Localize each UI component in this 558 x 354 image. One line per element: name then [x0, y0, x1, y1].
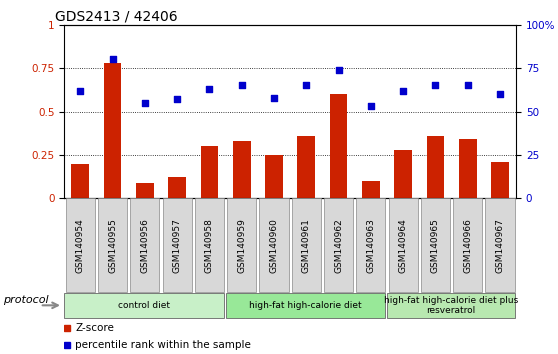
- Text: GSM140961: GSM140961: [302, 218, 311, 273]
- Bar: [71, 164, 89, 198]
- Bar: [233, 141, 251, 198]
- FancyBboxPatch shape: [388, 198, 418, 292]
- FancyBboxPatch shape: [225, 292, 386, 318]
- Point: [367, 103, 376, 109]
- Bar: [362, 181, 380, 198]
- FancyBboxPatch shape: [195, 198, 224, 292]
- FancyBboxPatch shape: [387, 292, 514, 318]
- Point: [108, 57, 117, 62]
- Point: [496, 91, 504, 97]
- Point: [334, 67, 343, 73]
- Text: control diet: control diet: [118, 301, 170, 310]
- Point: [172, 97, 181, 102]
- Point: [141, 100, 150, 106]
- Text: GSM140957: GSM140957: [172, 218, 182, 273]
- Text: GSM140954: GSM140954: [76, 218, 85, 273]
- FancyBboxPatch shape: [98, 198, 127, 292]
- Bar: [491, 162, 509, 198]
- FancyBboxPatch shape: [227, 198, 256, 292]
- Bar: [136, 183, 154, 198]
- Point: [302, 82, 311, 88]
- Bar: [200, 146, 218, 198]
- Bar: [459, 139, 477, 198]
- Text: GSM140955: GSM140955: [108, 218, 117, 273]
- Text: GSM140963: GSM140963: [367, 218, 376, 273]
- Text: GSM140959: GSM140959: [237, 218, 246, 273]
- Bar: [297, 136, 315, 198]
- Text: protocol: protocol: [3, 295, 49, 305]
- Bar: [104, 63, 122, 198]
- Bar: [330, 94, 348, 198]
- FancyBboxPatch shape: [485, 198, 514, 292]
- FancyBboxPatch shape: [357, 198, 386, 292]
- Text: GSM140966: GSM140966: [463, 218, 472, 273]
- Text: GDS2413 / 42406: GDS2413 / 42406: [55, 10, 178, 24]
- FancyBboxPatch shape: [292, 198, 321, 292]
- Text: GSM140960: GSM140960: [270, 218, 278, 273]
- FancyBboxPatch shape: [131, 198, 160, 292]
- FancyBboxPatch shape: [324, 198, 353, 292]
- Text: percentile rank within the sample: percentile rank within the sample: [75, 340, 251, 350]
- Bar: [169, 177, 186, 198]
- Text: GSM140956: GSM140956: [141, 218, 150, 273]
- Text: GSM140958: GSM140958: [205, 218, 214, 273]
- Text: high-fat high-calorie diet: high-fat high-calorie diet: [249, 301, 362, 310]
- Point: [270, 95, 278, 101]
- Point: [76, 88, 85, 93]
- FancyBboxPatch shape: [421, 198, 450, 292]
- Text: GSM140962: GSM140962: [334, 218, 343, 273]
- Text: high-fat high-calorie diet plus
resveratrol: high-fat high-calorie diet plus resverat…: [384, 296, 518, 315]
- Text: Z-score: Z-score: [75, 322, 114, 332]
- Point: [237, 82, 246, 88]
- FancyBboxPatch shape: [66, 198, 95, 292]
- FancyBboxPatch shape: [259, 198, 288, 292]
- Text: GSM140967: GSM140967: [496, 218, 504, 273]
- Point: [431, 82, 440, 88]
- Point: [398, 88, 407, 93]
- Point: [463, 82, 472, 88]
- FancyBboxPatch shape: [162, 198, 192, 292]
- Bar: [395, 150, 412, 198]
- Text: GSM140964: GSM140964: [398, 218, 408, 273]
- FancyBboxPatch shape: [453, 198, 482, 292]
- Bar: [265, 155, 283, 198]
- Bar: [426, 136, 444, 198]
- Point: [205, 86, 214, 92]
- FancyBboxPatch shape: [64, 292, 224, 318]
- Text: GSM140965: GSM140965: [431, 218, 440, 273]
